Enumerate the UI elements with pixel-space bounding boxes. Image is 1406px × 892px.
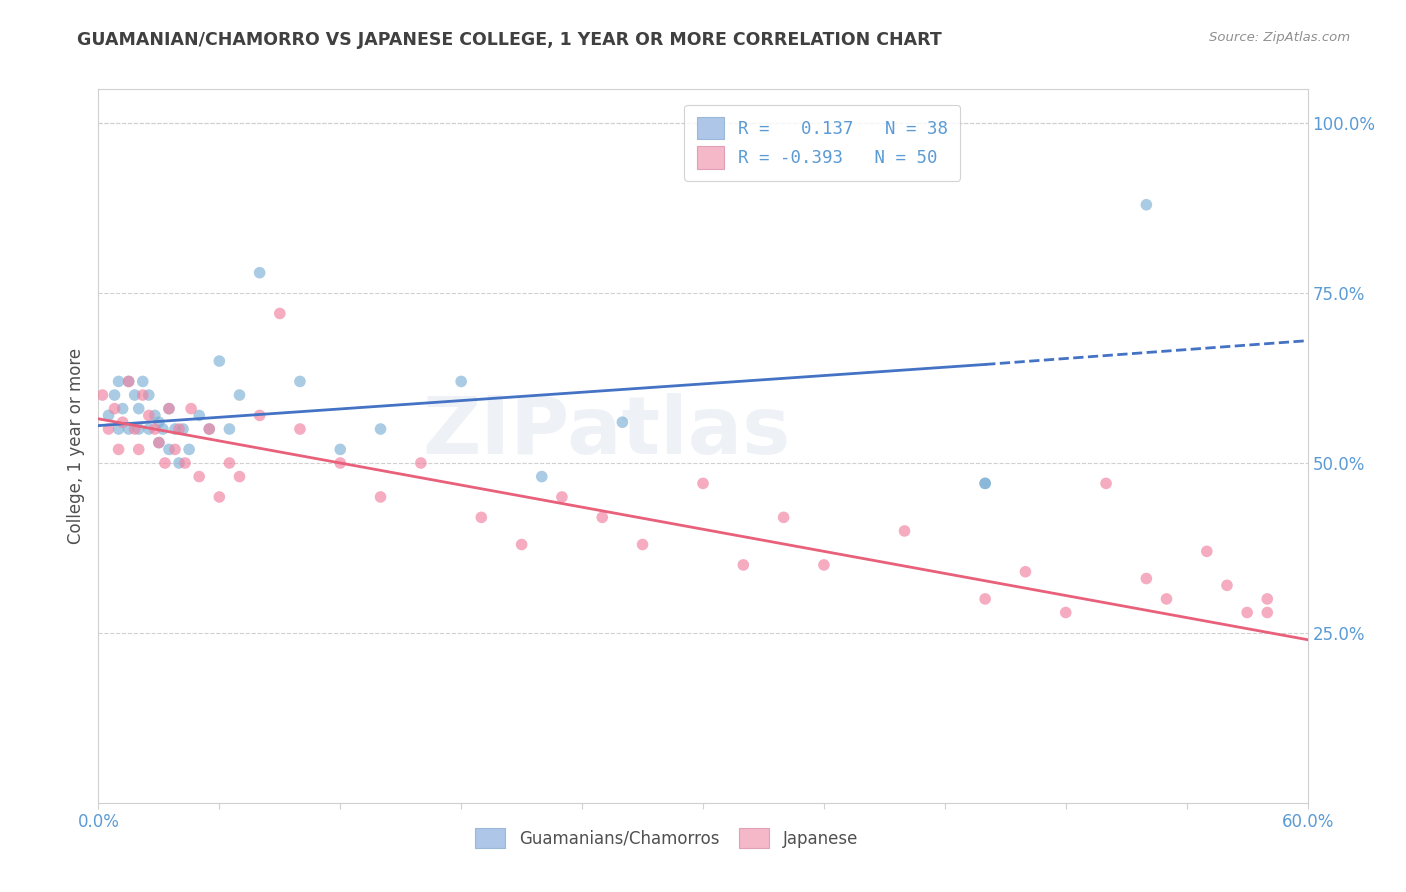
Text: GUAMANIAN/CHAMORRO VS JAPANESE COLLEGE, 1 YEAR OR MORE CORRELATION CHART: GUAMANIAN/CHAMORRO VS JAPANESE COLLEGE, …: [77, 31, 942, 49]
Point: [208, 354, 231, 368]
Point: [91, 388, 114, 402]
Point: [152, 422, 174, 436]
Point: [1256, 591, 1278, 606]
Point: [1014, 565, 1036, 579]
Point: [1256, 606, 1278, 620]
Text: Source: ZipAtlas.com: Source: ZipAtlas.com: [1209, 31, 1350, 45]
Point: [612, 415, 634, 429]
Text: ZIPatlas: ZIPatlas: [422, 392, 790, 471]
Point: [269, 306, 291, 320]
Point: [631, 537, 654, 551]
Point: [530, 469, 553, 483]
Point: [148, 435, 170, 450]
Point: [111, 401, 134, 416]
Point: [174, 456, 197, 470]
Point: [551, 490, 574, 504]
Point: [148, 415, 170, 429]
Point: [249, 409, 271, 423]
Point: [1156, 591, 1178, 606]
Point: [692, 476, 714, 491]
Point: [813, 558, 835, 572]
Point: [470, 510, 492, 524]
Point: [208, 490, 231, 504]
Point: [228, 469, 250, 483]
Point: [179, 442, 201, 457]
Point: [198, 422, 221, 436]
Point: [97, 409, 120, 423]
Point: [228, 388, 250, 402]
Point: [1195, 544, 1218, 558]
Point: [249, 266, 271, 280]
Point: [172, 422, 194, 436]
Point: [132, 388, 155, 402]
Point: [128, 422, 150, 436]
Point: [118, 375, 141, 389]
Point: [124, 422, 146, 436]
Point: [450, 375, 472, 389]
Point: [103, 388, 125, 402]
Point: [167, 456, 190, 470]
Point: [111, 415, 134, 429]
Point: [370, 490, 392, 504]
Point: [288, 375, 311, 389]
Point: [591, 510, 613, 524]
Point: [974, 476, 997, 491]
Point: [107, 422, 129, 436]
Point: [143, 409, 166, 423]
Point: [138, 388, 160, 402]
Point: [118, 422, 141, 436]
Point: [974, 476, 997, 491]
Point: [1216, 578, 1239, 592]
Point: [167, 422, 190, 436]
Point: [143, 422, 166, 436]
Point: [103, 401, 125, 416]
Point: [510, 537, 533, 551]
Point: [124, 388, 146, 402]
Point: [1135, 572, 1157, 586]
Point: [128, 442, 150, 457]
Point: [218, 456, 240, 470]
Point: [157, 401, 180, 416]
Point: [772, 510, 794, 524]
Point: [198, 422, 221, 436]
Point: [153, 456, 176, 470]
Point: [1054, 606, 1077, 620]
Point: [288, 422, 311, 436]
Point: [148, 435, 170, 450]
Point: [329, 442, 352, 457]
Point: [409, 456, 432, 470]
Point: [138, 409, 160, 423]
Point: [163, 442, 186, 457]
Point: [218, 422, 240, 436]
Point: [128, 401, 150, 416]
Point: [1236, 606, 1258, 620]
Point: [188, 469, 211, 483]
Point: [163, 422, 186, 436]
Point: [138, 422, 160, 436]
Point: [157, 442, 180, 457]
Point: [107, 375, 129, 389]
Y-axis label: College, 1 year or more: College, 1 year or more: [66, 348, 84, 544]
Point: [370, 422, 392, 436]
Point: [329, 456, 352, 470]
Point: [97, 422, 120, 436]
Point: [188, 409, 211, 423]
Point: [974, 591, 997, 606]
Point: [132, 375, 155, 389]
Point: [107, 442, 129, 457]
Point: [180, 401, 202, 416]
Point: [1095, 476, 1118, 491]
Point: [118, 375, 141, 389]
Point: [733, 558, 755, 572]
Point: [1135, 198, 1157, 212]
Point: [893, 524, 915, 538]
Legend: Guamanians/Chamorros, Japanese: Guamanians/Chamorros, Japanese: [468, 822, 865, 855]
Point: [157, 401, 180, 416]
